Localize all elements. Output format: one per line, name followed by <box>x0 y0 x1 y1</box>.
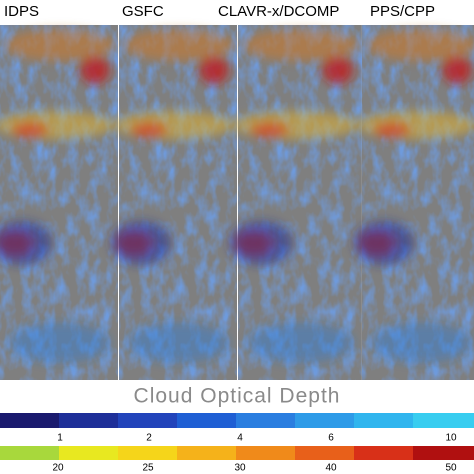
colorbar-tick: 1 <box>57 433 63 444</box>
colorbar-label: Cloud Optical Depth <box>134 385 341 408</box>
colorbar-tick: 20 <box>52 463 64 474</box>
colorbar-tick: 10 <box>445 433 457 444</box>
panel-title: GSFC <box>122 3 164 20</box>
colorbar-tick: 30 <box>234 463 246 474</box>
colorbar-bottom <box>0 446 474 460</box>
colorbar-tick: 2 <box>146 433 152 444</box>
colorbar-tick: 50 <box>445 463 457 474</box>
panel-image <box>230 25 362 380</box>
colorbar-tick: 6 <box>328 433 334 444</box>
satellite-panels <box>0 25 474 380</box>
panel-image <box>0 25 118 380</box>
panel-title: PPS/CPP <box>370 3 435 20</box>
panel-image <box>354 25 474 380</box>
panel-image <box>111 25 237 380</box>
colorbar-tick: 40 <box>325 463 337 474</box>
panel-title: IDPS <box>4 3 39 20</box>
colorbar-tick: 25 <box>142 463 154 474</box>
colorbar-top <box>0 413 474 428</box>
panel-title: CLAVR-x/DCOMP <box>218 3 339 20</box>
colorbar-tick: 4 <box>237 433 243 444</box>
